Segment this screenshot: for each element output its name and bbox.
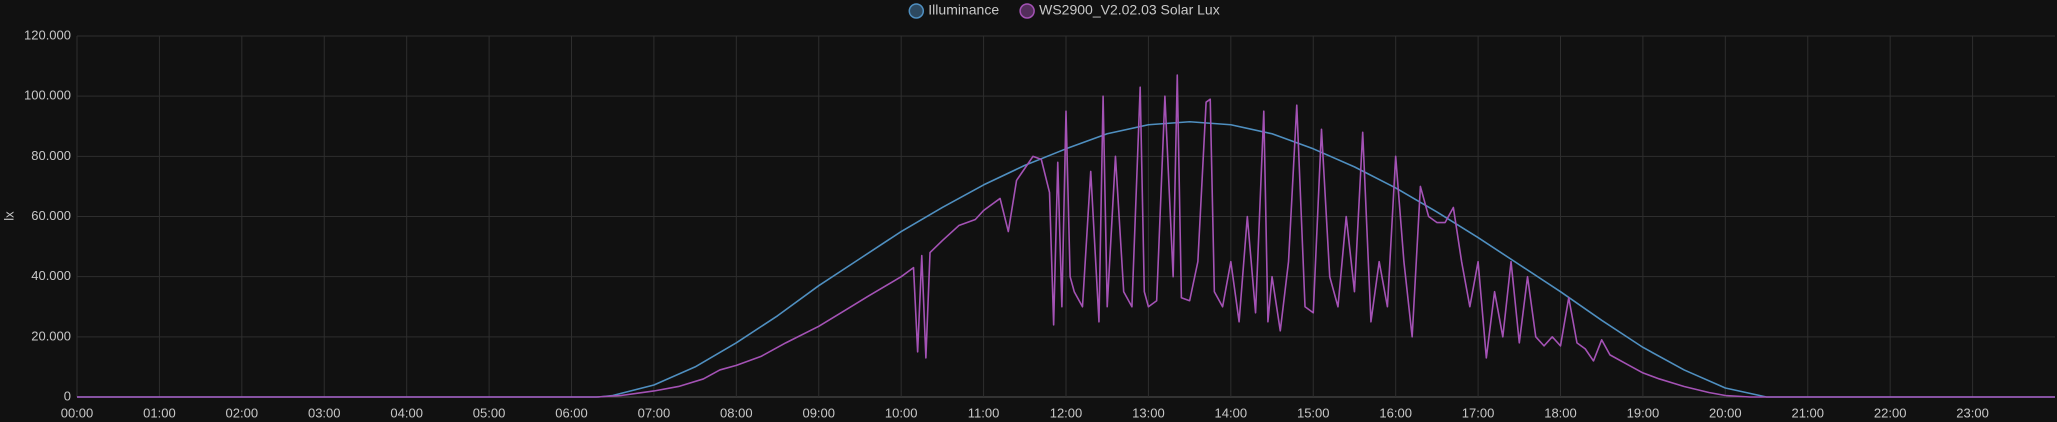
x-tick-label: 00:00 <box>61 405 94 420</box>
x-tick-label: 21:00 <box>1791 405 1824 420</box>
legend-swatch[interactable] <box>908 3 925 19</box>
y-tick-label: 60.000 <box>31 208 71 223</box>
legend-swatch[interactable] <box>1019 3 1035 19</box>
series-line <box>77 120 2055 398</box>
legend-label[interactable]: WS2900_V2.02.03 Solar Lux <box>1039 2 1220 18</box>
series-line <box>77 74 2055 398</box>
x-tick-label: 04:00 <box>390 405 423 420</box>
y-tick-label: 20.000 <box>31 328 71 343</box>
legend-item[interactable]: Illuminance <box>908 2 999 19</box>
y-tick-label: 100.000 <box>24 88 71 103</box>
x-tick-label: 02:00 <box>226 405 259 420</box>
x-tick-label: 13:00 <box>1132 405 1165 420</box>
legend-label[interactable]: Illuminance <box>928 2 999 18</box>
x-tick-label: 11:00 <box>968 405 1000 420</box>
x-tick-label: 12:00 <box>1050 405 1083 420</box>
x-tick-label: 20:00 <box>1709 405 1742 420</box>
x-tick-label: 03:00 <box>308 405 341 420</box>
y-tick-label: 120.000 <box>24 27 71 42</box>
x-tick-label: 09:00 <box>802 405 835 420</box>
y-axis-label: lx <box>1 211 16 221</box>
x-tick-label: 17:00 <box>1462 405 1495 420</box>
x-tick-label: 01:00 <box>143 405 176 420</box>
x-tick-label: 05:00 <box>473 405 506 420</box>
x-tick-label: 14:00 <box>1215 405 1248 420</box>
x-tick-label: 16:00 <box>1379 405 1412 420</box>
x-tick-label: 18:00 <box>1544 405 1577 420</box>
x-tick-label: 15:00 <box>1297 405 1330 420</box>
legend-item[interactable]: WS2900_V2.02.03 Solar Lux <box>1019 2 1220 19</box>
x-tick-label: 08:00 <box>720 405 753 420</box>
x-tick-label: 10:00 <box>885 405 918 420</box>
x-tick-label: 22:00 <box>1874 405 1907 420</box>
x-tick-label: 06:00 <box>555 405 588 420</box>
x-tick-label: 19:00 <box>1627 405 1660 420</box>
y-tick-label: 0 <box>64 388 71 403</box>
x-tick-label: 07:00 <box>638 405 671 420</box>
x-tick-label: 23:00 <box>1956 405 1989 420</box>
y-tick-label: 80.000 <box>31 148 71 163</box>
y-tick-label: 40.000 <box>31 268 71 283</box>
